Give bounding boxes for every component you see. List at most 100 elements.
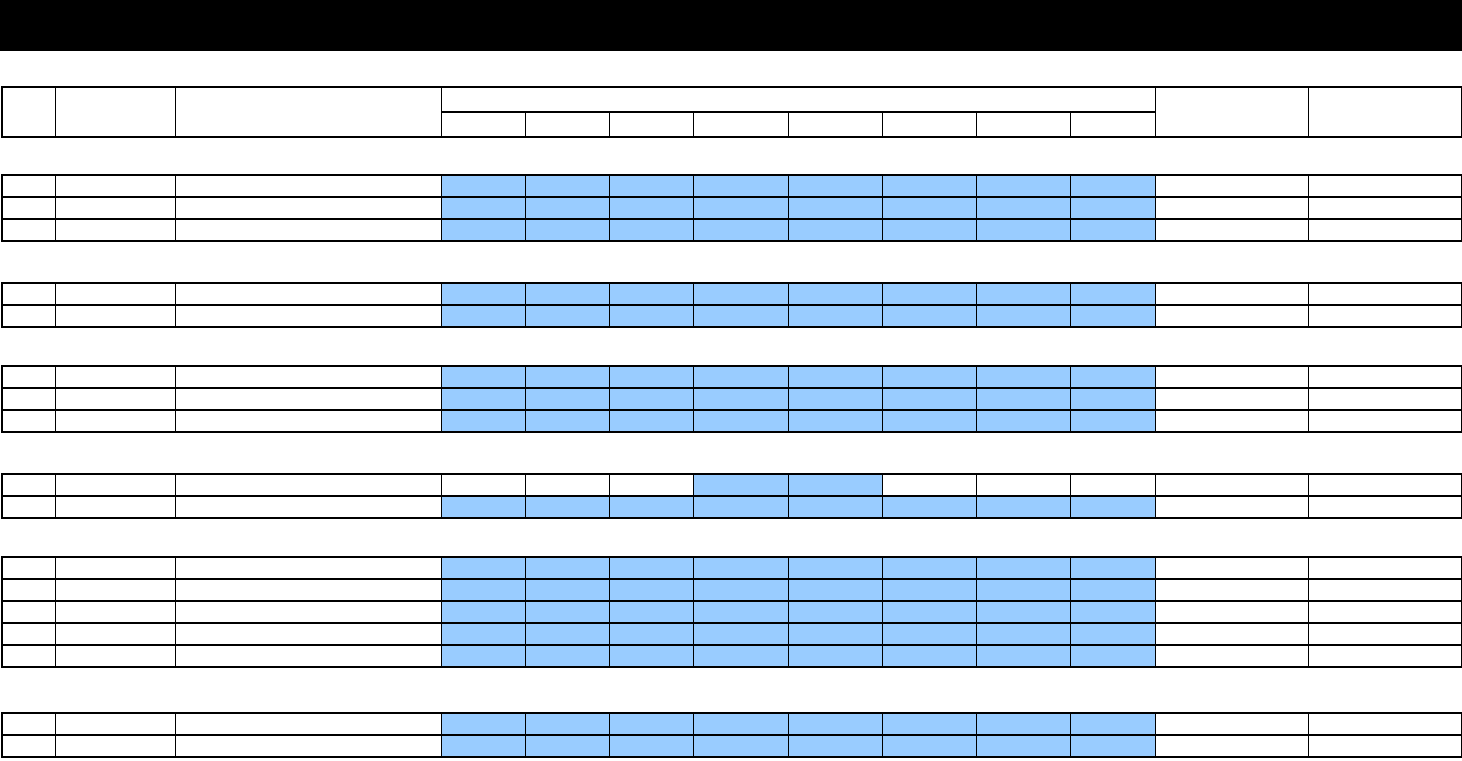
table-cell[interactable] <box>54 734 176 758</box>
table-cell[interactable] <box>54 578 176 602</box>
table-cell[interactable] <box>1069 365 1156 389</box>
table-cell[interactable] <box>1154 473 1309 497</box>
table-cell[interactable] <box>440 644 526 668</box>
table-cell[interactable] <box>692 365 789 389</box>
table-cell[interactable] <box>881 365 977 389</box>
table-cell[interactable] <box>440 712 526 736</box>
table-cell[interactable] <box>524 712 610 736</box>
table-cell[interactable] <box>174 495 442 519</box>
table-cell[interactable] <box>174 622 442 646</box>
table-cell[interactable] <box>174 365 442 389</box>
table-cell[interactable] <box>1307 304 1462 328</box>
table-cell[interactable] <box>1154 282 1309 306</box>
table-cell[interactable] <box>881 556 977 580</box>
table-cell[interactable] <box>1154 622 1309 646</box>
table-cell[interactable] <box>1154 712 1309 736</box>
table-cell[interactable] <box>440 556 526 580</box>
table-cell[interactable] <box>1307 473 1462 497</box>
table-cell[interactable] <box>54 218 176 242</box>
table-cell[interactable] <box>787 196 883 220</box>
table-cell[interactable] <box>1154 218 1309 242</box>
table-cell[interactable] <box>975 556 1071 580</box>
table-cell[interactable] <box>692 622 789 646</box>
table-cell[interactable] <box>1 473 56 497</box>
table-cell[interactable] <box>54 622 176 646</box>
table-cell[interactable] <box>881 409 977 433</box>
table-cell[interactable] <box>1154 387 1309 411</box>
table-cell[interactable] <box>692 409 789 433</box>
table-cell[interactable] <box>787 578 883 602</box>
table-cell[interactable] <box>174 387 442 411</box>
table-cell[interactable] <box>1154 644 1309 668</box>
table-cell[interactable] <box>1 734 56 758</box>
table-cell[interactable] <box>1154 304 1309 328</box>
table-cell[interactable] <box>1307 600 1462 624</box>
table-cell[interactable] <box>1307 556 1462 580</box>
table-cell[interactable] <box>54 712 176 736</box>
table-cell[interactable] <box>1 304 56 328</box>
table-cell[interactable] <box>881 622 977 646</box>
table-cell[interactable] <box>1069 387 1156 411</box>
table-cell[interactable] <box>975 495 1071 519</box>
table-cell[interactable] <box>1 556 56 580</box>
table-cell[interactable] <box>524 600 610 624</box>
table-cell[interactable] <box>881 218 977 242</box>
table-cell[interactable] <box>975 365 1071 389</box>
table-cell[interactable] <box>440 174 526 198</box>
table-cell[interactable] <box>692 556 789 580</box>
table-cell[interactable] <box>54 387 176 411</box>
table-cell[interactable] <box>54 365 176 389</box>
table-cell[interactable] <box>787 495 883 519</box>
table-cell[interactable] <box>787 304 883 328</box>
table-cell[interactable] <box>608 365 694 389</box>
table-cell[interactable] <box>440 473 526 497</box>
table-cell[interactable] <box>881 600 977 624</box>
table-cell[interactable] <box>524 304 610 328</box>
table-cell[interactable] <box>787 218 883 242</box>
table-cell[interactable] <box>608 409 694 433</box>
table-cell[interactable] <box>1 365 56 389</box>
table-cell[interactable] <box>692 473 789 497</box>
table-cell[interactable] <box>1069 304 1156 328</box>
table-cell[interactable] <box>1154 578 1309 602</box>
table-cell[interactable] <box>975 196 1071 220</box>
table-cell[interactable] <box>524 578 610 602</box>
table-cell[interactable] <box>1307 196 1462 220</box>
table-cell[interactable] <box>787 387 883 411</box>
table-cell[interactable] <box>1069 644 1156 668</box>
table-cell[interactable] <box>608 644 694 668</box>
table-cell[interactable] <box>975 600 1071 624</box>
table-cell[interactable] <box>1069 734 1156 758</box>
table-cell[interactable] <box>1 196 56 220</box>
table-cell[interactable] <box>692 218 789 242</box>
table-cell[interactable] <box>787 712 883 736</box>
table-cell[interactable] <box>524 387 610 411</box>
table-cell[interactable] <box>1154 495 1309 519</box>
table-cell[interactable] <box>524 174 610 198</box>
table-cell[interactable] <box>608 578 694 602</box>
table-cell[interactable] <box>1154 365 1309 389</box>
table-cell[interactable] <box>1069 409 1156 433</box>
table-cell[interactable] <box>608 622 694 646</box>
table-cell[interactable] <box>881 282 977 306</box>
table-cell[interactable] <box>608 174 694 198</box>
table-cell[interactable] <box>787 365 883 389</box>
table-cell[interactable] <box>440 600 526 624</box>
table-cell[interactable] <box>1307 387 1462 411</box>
table-cell[interactable] <box>54 644 176 668</box>
table-cell[interactable] <box>54 282 176 306</box>
table-cell[interactable] <box>54 304 176 328</box>
table-cell[interactable] <box>787 556 883 580</box>
table-cell[interactable] <box>881 712 977 736</box>
table-cell[interactable] <box>440 304 526 328</box>
table-cell[interactable] <box>1 174 56 198</box>
table-cell[interactable] <box>524 622 610 646</box>
table-cell[interactable] <box>440 282 526 306</box>
table-cell[interactable] <box>975 174 1071 198</box>
table-cell[interactable] <box>440 387 526 411</box>
table-cell[interactable] <box>1069 622 1156 646</box>
table-cell[interactable] <box>692 387 789 411</box>
table-cell[interactable] <box>1069 196 1156 220</box>
table-cell[interactable] <box>881 196 977 220</box>
table-cell[interactable] <box>1307 712 1462 736</box>
